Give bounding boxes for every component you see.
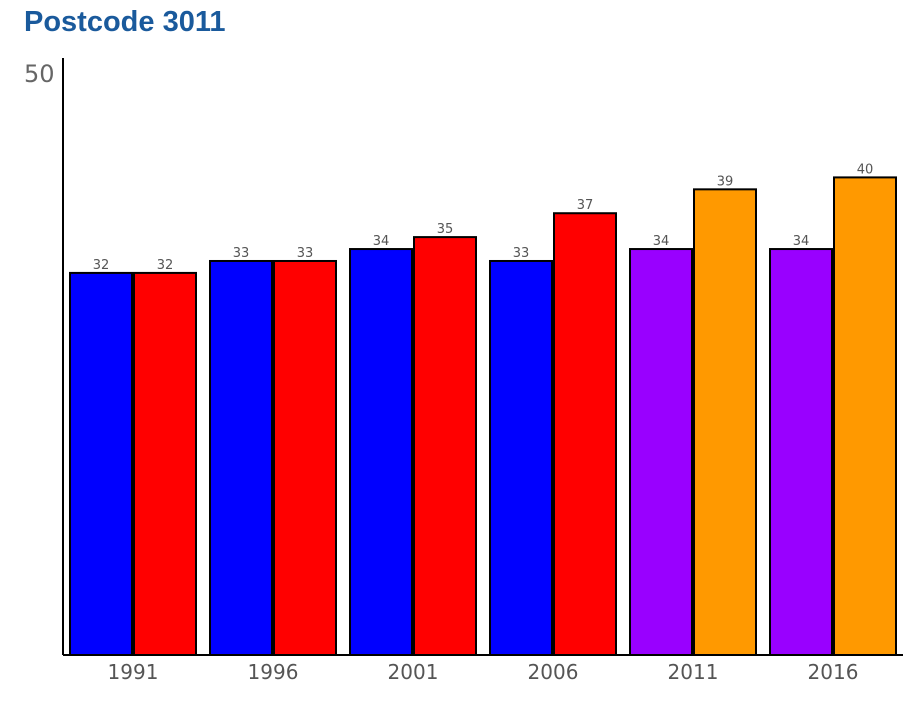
bar-2006-series-1 [489,259,553,656]
bar-2011-series-2 [693,188,757,656]
data-label-2011-series-2: 39 [717,174,734,189]
bars-layer [69,176,897,656]
bar-1996-series-2 [273,259,337,656]
x-tick-label: 2016 [808,660,859,684]
bar-2011-series-1 [629,248,693,656]
bar-1991-series-2 [133,271,197,656]
bar-2016-series-1 [769,248,833,656]
x-tick-label: 2011 [668,660,719,684]
data-label-2001-series-1: 34 [373,234,390,249]
data-labels-layer: 32 32 33 33 34 35 33 37 34 39 34 40 [93,162,874,273]
x-tick-label: 2001 [388,660,439,684]
data-label-2011-series-1: 34 [653,234,670,249]
x-tick-label: 1991 [108,660,159,684]
data-label-2001-series-2: 35 [437,222,454,237]
axes-layer: 1991 1996 2001 2006 2011 2016 50 [24,58,903,684]
data-label-1996-series-2: 33 [297,246,314,261]
data-label-1996-series-1: 33 [233,246,250,261]
data-label-2006-series-2: 37 [577,198,594,213]
bar-2001-series-1 [349,248,413,656]
data-label-1991-series-2: 32 [157,258,174,273]
data-label-2016-series-2: 40 [857,162,874,177]
bar-2016-series-2 [833,176,897,656]
x-tick-label: 2006 [528,660,579,684]
x-tick-label: 1996 [248,660,299,684]
data-label-2016-series-1: 34 [793,234,810,249]
bar-2001-series-2 [413,236,477,656]
data-label-1991-series-1: 32 [93,258,110,273]
data-label-2006-series-1: 33 [513,246,530,261]
bar-1996-series-1 [209,259,273,656]
y-tick-label: 50 [24,60,55,88]
bar-2006-series-2 [553,212,617,656]
bar-1991-series-1 [69,271,133,656]
chart-title: Postcode 3011 [24,6,226,38]
